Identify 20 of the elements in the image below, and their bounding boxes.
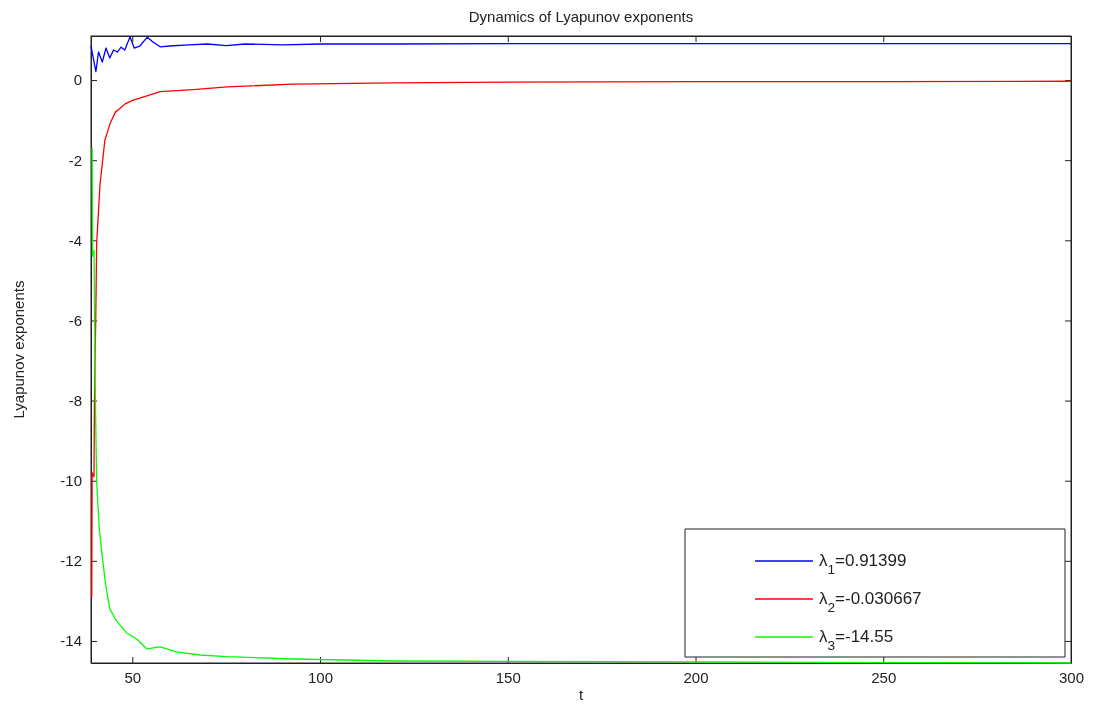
x-tick-label: 100	[308, 668, 334, 686]
x-tick-label: 300	[1058, 668, 1085, 686]
x-tick-label: 200	[683, 668, 709, 686]
y-tick-label: -2	[68, 151, 82, 169]
legend-label: λ$_{1}$=0.91399	[819, 551, 907, 577]
y-tick-label: -4	[68, 231, 82, 249]
y-tick-label: -12	[60, 552, 82, 570]
y-tick-label: -6	[68, 311, 82, 329]
x-tick-label: 150	[495, 668, 521, 686]
legend-label: λ$_{2}$=-0.030667	[819, 589, 922, 615]
x-axis-title: t	[578, 686, 584, 703]
y-tick-label: 0	[73, 71, 82, 89]
chart-title: Dynamics of Lyapunov exponents	[468, 8, 694, 25]
y-tick-label: -8	[68, 391, 82, 409]
y-tick-label: -10	[60, 472, 82, 490]
legend-label: λ$_{3}$=-14.55	[819, 627, 894, 653]
y-tick-label: -14	[60, 632, 82, 650]
x-tick-label: 250	[871, 668, 897, 686]
x-tick-label: 50	[124, 668, 142, 686]
y-axis-title: Lyapunov exponents	[10, 280, 27, 419]
